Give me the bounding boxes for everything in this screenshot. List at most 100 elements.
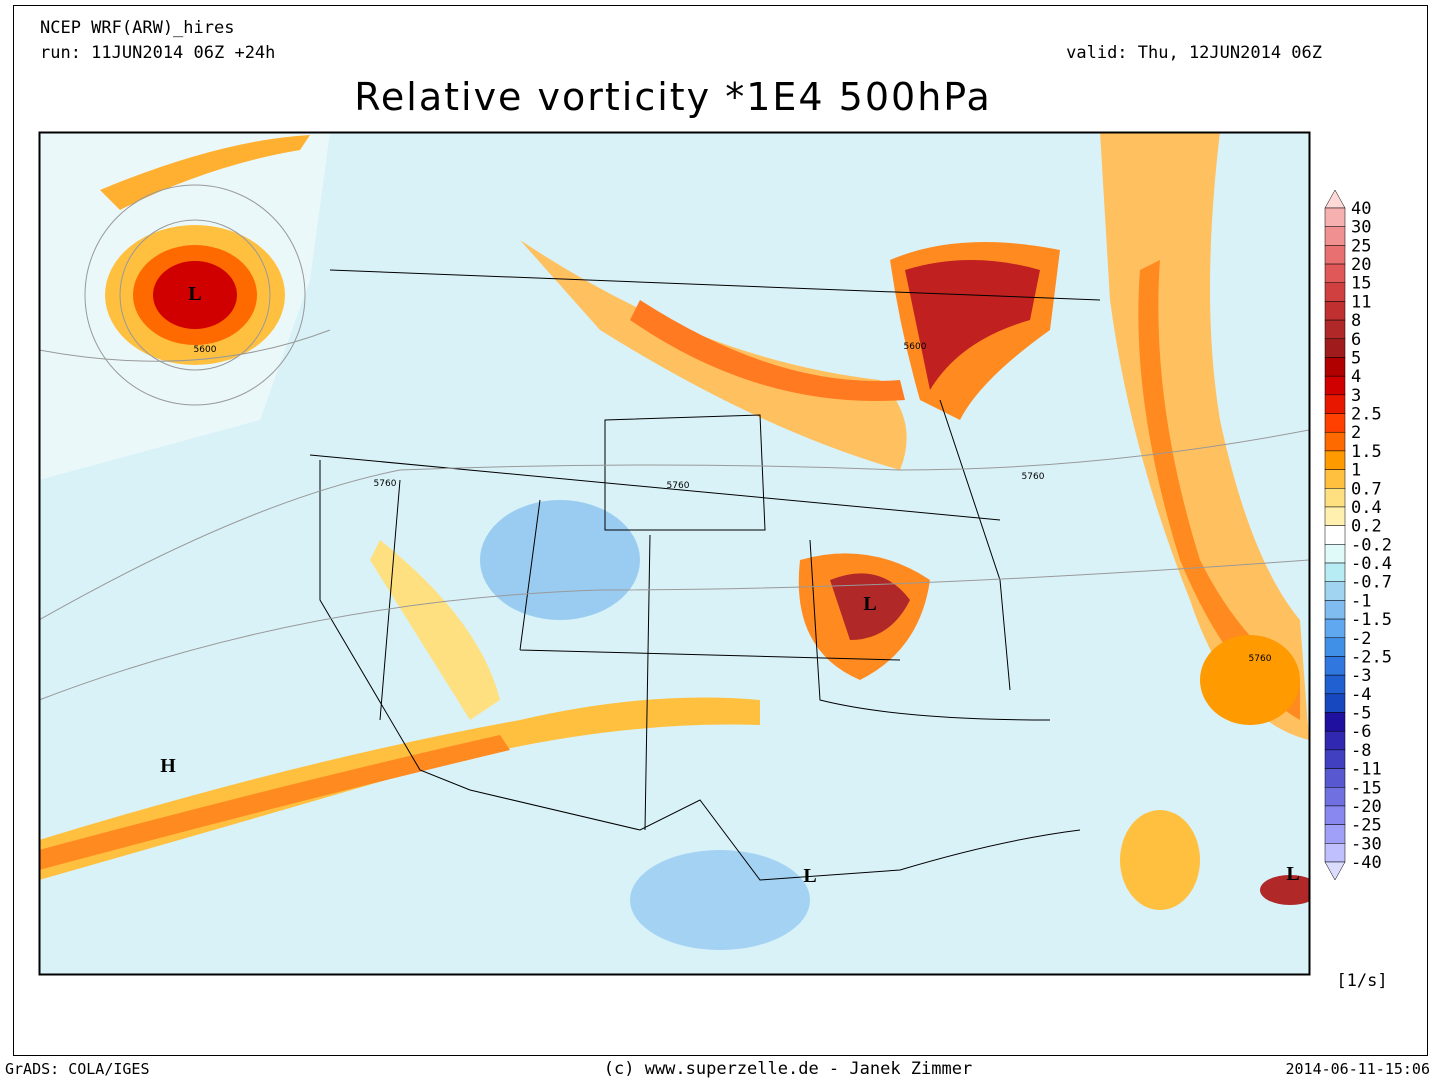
low-center: L — [1286, 863, 1299, 885]
colorbar-label: -25 — [1351, 816, 1382, 836]
contour-label: 5600 — [194, 345, 217, 355]
vorticity-field — [39, 132, 1309, 974]
colorbar-label: -2.5 — [1351, 647, 1392, 667]
colorbar-label: 6 — [1351, 330, 1361, 350]
colorbar-box — [1324, 488, 1346, 508]
colorbar-box — [1324, 730, 1346, 751]
contour-label: 5600 — [904, 342, 927, 352]
colorbar-box — [1324, 787, 1346, 807]
units-label: [1/s] — [1336, 971, 1387, 991]
colorbar-box — [1324, 207, 1346, 227]
colorbar-label: 0.4 — [1351, 498, 1382, 518]
colorbar-box — [1324, 394, 1346, 414]
colorbar-label: -3 — [1351, 666, 1371, 686]
colorbar-box — [1324, 301, 1346, 321]
colorbar-triangle — [1324, 861, 1346, 881]
colorbar-label: 20 — [1351, 255, 1371, 275]
colorbar-label: 3 — [1351, 386, 1361, 406]
colorbar-box — [1324, 544, 1346, 564]
colorbar-triangle — [1324, 189, 1346, 209]
colorbar-label: 25 — [1351, 236, 1371, 256]
colorbar-label: -20 — [1351, 797, 1382, 817]
colorbar-label: -11 — [1351, 760, 1382, 780]
model-name: NCEP WRF(ARW)_hires — [40, 18, 234, 38]
outer-frame — [13, 5, 1428, 1056]
colorbar-box — [1324, 413, 1346, 433]
colorbar-box — [1324, 581, 1346, 601]
map-frame — [38, 131, 1311, 976]
run-time: run: 11JUN2014 06Z +24h — [40, 43, 275, 63]
colorbar-label: -1.5 — [1351, 610, 1392, 630]
colorbar-box — [1324, 712, 1346, 732]
footer-center: (c) www.superzelle.de - Janek Zimmer — [604, 1059, 972, 1079]
colorbar-box — [1324, 263, 1346, 283]
colorbar-label: 2.5 — [1351, 405, 1382, 425]
colorbar-label: -40 — [1351, 853, 1382, 873]
colorbar-box — [1324, 768, 1346, 788]
high-center: H — [160, 755, 176, 777]
contour-label: 5760 — [1022, 472, 1045, 482]
colorbar-box — [1324, 562, 1346, 582]
colorbar-box — [1324, 749, 1346, 769]
colorbar-label: -8 — [1351, 741, 1371, 761]
colorbar-label: -2 — [1351, 629, 1371, 649]
colorbar-label: 8 — [1351, 311, 1361, 331]
colorbar-box — [1324, 245, 1346, 265]
colorbar-box — [1324, 618, 1346, 639]
colorbar-label: 15 — [1351, 274, 1371, 294]
colorbar: 403025201511865432.521.510.70.40.2-0.2-0… — [1324, 189, 1392, 881]
colorbar-label: 11 — [1351, 292, 1371, 312]
colorbar-label: -30 — [1351, 834, 1382, 854]
colorbar-label: 5 — [1351, 348, 1361, 368]
height-contours — [39, 184, 1309, 701]
colorbar-box — [1324, 375, 1346, 396]
contour-label: 5760 — [1249, 654, 1272, 664]
colorbar-label: 30 — [1351, 218, 1371, 238]
colorbar-box — [1324, 656, 1346, 676]
colorbar-box — [1324, 338, 1346, 358]
colorbar-label: 2 — [1351, 423, 1361, 443]
map-title: Relative vorticity *1E4 500hPa — [354, 75, 992, 119]
colorbar-box — [1324, 600, 1346, 620]
colorbar-label: -5 — [1351, 704, 1371, 724]
colorbar-label: -6 — [1351, 722, 1371, 742]
footer-left: GrADS: COLA/IGES — [5, 1060, 150, 1078]
colorbar-box — [1324, 319, 1346, 340]
contour-label: 5760 — [667, 481, 690, 491]
colorbar-box — [1324, 674, 1346, 695]
colorbar-box — [1324, 226, 1346, 246]
colorbar-label: -1 — [1351, 591, 1371, 611]
colorbar-box — [1324, 824, 1346, 844]
colorbar-box — [1324, 506, 1346, 526]
colorbar-label: 0.7 — [1351, 479, 1382, 499]
colorbar-box — [1324, 282, 1346, 302]
contour-label: 5760 — [374, 479, 397, 489]
colorbar-label: 40 — [1351, 199, 1371, 219]
low-center: L — [863, 593, 876, 615]
colorbar-label: -15 — [1351, 778, 1382, 798]
colorbar-label: 0.2 — [1351, 517, 1382, 537]
colorbar-box — [1324, 431, 1346, 452]
colorbar-label: 4 — [1351, 367, 1361, 387]
colorbar-box — [1324, 637, 1346, 657]
colorbar-label: -0.4 — [1351, 554, 1392, 574]
colorbar-box — [1324, 525, 1346, 545]
colorbar-label: -4 — [1351, 685, 1371, 705]
low-center: L — [803, 865, 816, 887]
footer-right: 2014-06-11-15:06 — [1286, 1060, 1431, 1078]
colorbar-box — [1324, 805, 1346, 825]
colorbar-box — [1324, 357, 1346, 377]
colorbar-label: 1 — [1351, 461, 1361, 481]
low-center: L — [188, 283, 201, 305]
colorbar-box — [1324, 450, 1346, 470]
valid-time: valid: Thu, 12JUN2014 06Z — [1066, 43, 1322, 63]
colorbar-label: -0.2 — [1351, 535, 1392, 555]
colorbar-label: -0.7 — [1351, 573, 1392, 593]
colorbar-box — [1324, 469, 1346, 489]
colorbar-label: 1.5 — [1351, 442, 1382, 462]
state-borders — [309, 269, 1101, 881]
colorbar-box — [1324, 843, 1346, 863]
colorbar-box — [1324, 693, 1346, 713]
